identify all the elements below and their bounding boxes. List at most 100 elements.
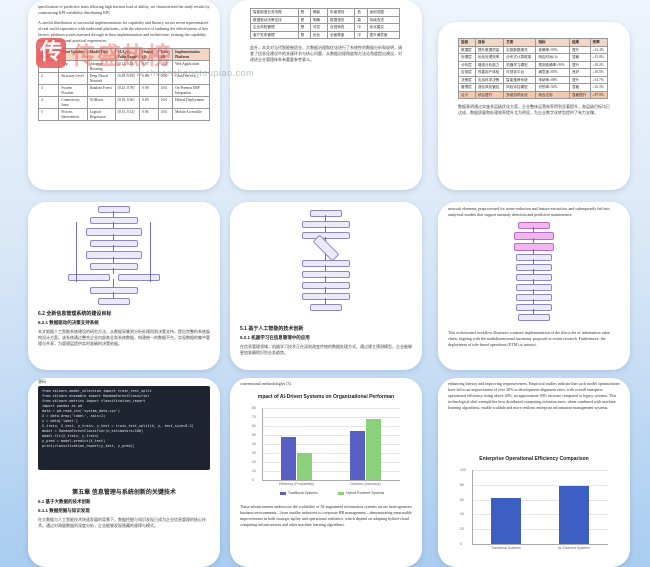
- gridline: [472, 470, 608, 471]
- code-block: from sklearn.model_selection import trai…: [38, 386, 210, 470]
- section-heading: 5.1 基于人工智能的技术创新: [240, 326, 304, 332]
- y-tick-label: 0: [460, 542, 462, 546]
- chapter-title: 第五章 信息管理与系统创新的关键技术: [72, 490, 176, 496]
- gridline: [262, 444, 400, 445]
- paragraph: 此外，本文对当代智能制造业、大数据治理和优化进行了系统性的数据分析和说明，调查了…: [250, 45, 402, 62]
- page-preview-9[interactable]: enhancing literacy and improving respons…: [438, 378, 630, 567]
- code-line: y_pred = model.predict(X_test): [42, 439, 106, 443]
- legend-swatch: [338, 492, 344, 495]
- legend-swatch: [280, 492, 286, 495]
- y-tick-label: 60: [252, 424, 256, 428]
- paragraph: network elements, preprocessed for noise…: [448, 206, 610, 217]
- gridline: [262, 417, 400, 418]
- gridline: [262, 426, 400, 427]
- y-tick-label: 80: [252, 406, 256, 410]
- chart-title: Enterprise Operational Efficiency Compar…: [479, 456, 589, 462]
- data-table: 层级 目标 方案 指标 结果 效率 数据层 提升数据质量 实施数据清洗 准确率≥95% 提升 ≥12…: [458, 38, 609, 99]
- legend-label: Traditional Systems: [288, 491, 318, 495]
- gridline: [262, 471, 400, 472]
- y-tick-label: 100: [460, 468, 466, 472]
- page-preview-3[interactable]: 层级 目标 方案 指标 结果 效率 数据层 提升数据质量 实施数据清洗 准确率≥95% 提升 ≥12…: [438, 22, 630, 190]
- page-preview-5[interactable]: 5.1 基于人工智能的技术创新 5.2.1 机器学习在信息管理中的应用 在信息管…: [230, 202, 422, 370]
- flow-diagram: [438, 218, 630, 330]
- x-axis: [472, 544, 608, 545]
- x-tick-label: Efficiency (Productivity): [278, 482, 315, 486]
- page-preview-6[interactable]: network elements, preprocessed for noise…: [438, 202, 630, 370]
- table-row: 应用层 改善用户体验 可视化平台 满意度≥85% 良好 ≥10.5%: [458, 68, 609, 77]
- table-row: 智能制造业务流程是确保 年度规划低适用范围: [250, 8, 401, 17]
- paragraph: 在大数据与人工智能技术快速发展的背景下，数据挖掘与知识发现已成为企业信息管理的核…: [38, 517, 206, 528]
- table-row: 3 System Fixation Random Forest [0.25, 0.78…: [37, 84, 210, 97]
- code-label: 源码: [38, 379, 46, 384]
- bar: [349, 430, 365, 480]
- y-tick-label: 10: [252, 469, 256, 473]
- gridline: [472, 514, 608, 515]
- y-tick-label: 80: [460, 482, 464, 487]
- code-line: model = RandomForestClassifier(n_estimat…: [42, 429, 144, 433]
- page-preview-1[interactable]: specification of predictive traits allow…: [28, 0, 220, 190]
- table-row: 数据层 提升数据质量 实施数据清洗 准确率≥95% 提升 ≥12.4%: [458, 45, 609, 54]
- y-tick-label: 20: [460, 527, 464, 532]
- data-table: 智能制造业务流程是确保 年度规划低适用范围 数据驱动决策支持是明确 数据规范高持续改…: [250, 8, 401, 39]
- paragraph: These advancements underscore the scalab…: [240, 504, 412, 527]
- bar: [559, 486, 589, 544]
- x-tick-label: Traditional Systems: [491, 546, 521, 550]
- page-preview-2[interactable]: 智能制造业务流程是确保 年度规划低适用范围 数据驱动决策支持是明确 数据规范高持续改…: [230, 0, 422, 190]
- gridline: [472, 529, 608, 530]
- y-tick-label: 60: [460, 497, 464, 502]
- flow-diagram: [230, 202, 422, 322]
- chart-title: mpact of AI-Driven Systems on Organizati…: [257, 394, 395, 400]
- y-axis: [472, 470, 473, 544]
- table-row: 2 Structure Level Deep Neural Network [0.23…: [37, 72, 210, 85]
- subsection-heading: 6.2.1 数据驱动的决策支持系统: [38, 320, 99, 325]
- paragraph: 数据表明通过实施多层级优化方案，企业整体运营效率得到显著提升，各层级目标均已达成…: [458, 104, 610, 115]
- bar: [491, 498, 521, 544]
- code-line: from sklearn.ensemble import RandomFores…: [42, 394, 150, 398]
- code-line: print(classification_report(y_test, y_pr…: [42, 444, 135, 448]
- bar: [280, 436, 296, 480]
- section-heading: 6.2 全新信息管理系统的建设目标: [38, 311, 112, 317]
- table-row: 1 App Adaptive Boosting [0.12, 0.45] 0.87 0.0…: [37, 60, 210, 73]
- page-preview-7[interactable]: 源码 from sklearn.model_selection import t…: [28, 378, 220, 567]
- paragraph: This orchestrated workflow illustrates a…: [448, 330, 611, 347]
- section-heading: 5.1 基于大数据的技术创新: [38, 499, 91, 504]
- table-row: 管理层 强化风险管控 风险评估模型 识别率≥92% 显著 ≥16.3%: [458, 83, 609, 92]
- subsection-heading: 5.2.1 机器学习在信息管理中的应用: [240, 335, 310, 340]
- code-line: model.fit(X_train, y_train): [42, 434, 99, 438]
- table-row: 分析层 增强分析能力 机器学习模型 预测准确率≥90% 提升 ≥18.2%: [458, 60, 609, 69]
- table-row: 决策层 支持科学决策 智能推荐系统 采纳率≥80% 提升 ≥14.7%: [458, 75, 609, 84]
- table-row: 处理层 优化处理效率 分布式计算框架 响应时间≤2s 显著 ≥15.8%: [458, 53, 609, 62]
- gridline: [262, 453, 400, 454]
- y-axis: [262, 408, 263, 480]
- table-row: 4 Connectivity Issue XGBoost [0.18, 0.56] 0.…: [37, 96, 210, 109]
- gridline: [472, 484, 608, 486]
- flow-diagram: [28, 202, 220, 307]
- x-tick-label: Decision (Accuracy): [350, 482, 381, 486]
- paragraph: A careful distribution of successful imp…: [38, 20, 209, 43]
- table-row: 客户关系管理是优化 全面覆盖中提升满意度: [250, 30, 401, 39]
- table-summary-row: 合计 综合提升 多维协同优化 综合达标 显著提升 ≥87.9%: [458, 90, 609, 99]
- bar-chart-efficiency: Enterprise Operational Efficiency Compar…: [448, 452, 620, 560]
- code-line: X_train, X_test, y_train, y_test = train…: [42, 424, 194, 428]
- y-tick-label: 70: [252, 415, 256, 419]
- y-tick-label: 0: [252, 478, 254, 482]
- bar: [296, 453, 312, 480]
- x-tick-label: AI-Powered Systems: [558, 546, 590, 550]
- gridline: [262, 408, 400, 409]
- paragraph: conventional methodologies [3].: [240, 381, 292, 386]
- legend-label: Hybrid-Powered Systems: [346, 491, 385, 495]
- data-table: Failure Mode Input Variable Model Type SLA …: [37, 48, 210, 121]
- paragraph: enhancing literacy and improving respons…: [448, 381, 620, 410]
- bar: [365, 418, 381, 480]
- code-line: X = data.drop('label', axis=1): [42, 414, 106, 418]
- x-axis: [262, 480, 400, 481]
- y-tick-label: 40: [460, 512, 464, 517]
- code-line: y = data['label']: [42, 419, 78, 423]
- subsection-heading: 5.1.1 数据挖掘与知识发现: [38, 508, 90, 513]
- page-preview-8[interactable]: conventional methodologies [3]. mpact of…: [230, 378, 422, 567]
- code-line: import pandas as pd: [42, 404, 83, 408]
- paragraph: 本文根据人工智能系统建设的研究方法，从数据采集到分析处理再到决策支持，提出完整的…: [38, 329, 210, 346]
- y-tick-label: 30: [252, 451, 256, 455]
- paragraph: specification of predictive traits allow…: [38, 4, 210, 15]
- page-preview-4[interactable]: 6.2 全新信息管理系统的建设目标 6.2.1 数据驱动的决策支持系统 本文根据…: [28, 202, 220, 370]
